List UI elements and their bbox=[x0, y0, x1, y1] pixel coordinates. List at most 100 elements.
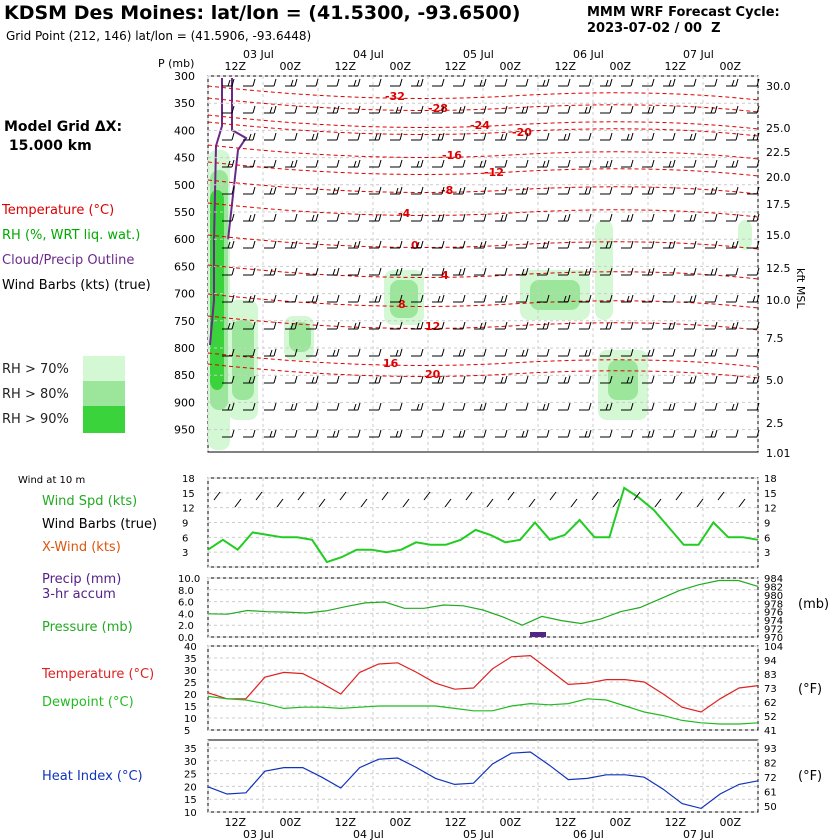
wind-barb bbox=[726, 267, 739, 276]
temperature-contour-label: -16 bbox=[442, 149, 462, 162]
wind-barb bbox=[327, 159, 340, 168]
wind-barb bbox=[411, 132, 424, 141]
surface-wind-barb bbox=[738, 498, 746, 508]
wind-barb bbox=[621, 240, 634, 249]
precip-tick-label: 6.0 bbox=[178, 598, 194, 609]
wind-barb bbox=[495, 429, 508, 438]
temperature-contour bbox=[207, 264, 759, 280]
wind-barb bbox=[474, 402, 487, 411]
wind-barb bbox=[558, 402, 571, 411]
wind-barb bbox=[747, 375, 760, 384]
wind-barb bbox=[327, 105, 340, 114]
heat-index-line bbox=[207, 751, 759, 810]
wind-barb bbox=[495, 186, 508, 195]
wind-barb bbox=[726, 132, 739, 141]
pressure-line bbox=[207, 579, 759, 626]
wind-barb bbox=[684, 78, 697, 87]
wind-barb bbox=[390, 348, 403, 357]
wind-barb bbox=[600, 267, 613, 276]
wind-barb bbox=[264, 240, 277, 249]
legend-windbarbs: Wind Barbs (true) bbox=[42, 517, 158, 532]
wind-barb bbox=[705, 429, 718, 438]
pressure-tick-label: 700 bbox=[174, 288, 195, 301]
wind-barb bbox=[243, 267, 256, 276]
wind-barb bbox=[684, 132, 697, 141]
wind-barb bbox=[663, 321, 676, 330]
wind-barb bbox=[537, 267, 550, 276]
wind-tick-label: 6 bbox=[182, 533, 188, 544]
top-time-label: 00Z bbox=[610, 60, 632, 73]
wind-barb bbox=[222, 348, 235, 357]
wind-barb bbox=[474, 321, 487, 330]
heat-tick-label: 25 bbox=[184, 770, 197, 781]
wind-barb bbox=[390, 132, 403, 141]
legend-windspd: Wind Spd (kts) bbox=[42, 494, 138, 509]
surface-wind-barb bbox=[381, 491, 389, 501]
top-date-label: 04 Jul bbox=[353, 48, 384, 61]
wind-barb bbox=[369, 132, 382, 141]
model-grid-line1: Model Grid ΔX: bbox=[4, 119, 123, 135]
wind-barb bbox=[411, 159, 424, 168]
wind-barb bbox=[663, 159, 676, 168]
wind-barb bbox=[369, 213, 382, 222]
wind-barb bbox=[663, 294, 676, 303]
wind-barb bbox=[684, 105, 697, 114]
wind-barb bbox=[684, 429, 697, 438]
wind-barb bbox=[264, 375, 277, 384]
precip-tick-label: 0.0 bbox=[178, 633, 194, 644]
wind-barb bbox=[390, 375, 403, 384]
temp-tick-label: 35 bbox=[184, 654, 197, 665]
temperature-contour bbox=[207, 114, 759, 130]
wind-barb bbox=[726, 78, 739, 87]
top-date-label: 05 Jul bbox=[463, 48, 494, 61]
height-tick-label: 15.0 bbox=[766, 229, 791, 242]
heat-f-tick-label: 82 bbox=[764, 759, 777, 770]
rh-region bbox=[595, 220, 613, 320]
wind-barb bbox=[558, 132, 571, 141]
wind-barb bbox=[558, 375, 571, 384]
precip-tick-label: 2.0 bbox=[178, 621, 194, 632]
wind-barb bbox=[747, 159, 760, 168]
wind-tick-label-right: 18 bbox=[764, 474, 777, 485]
wind-barb bbox=[726, 321, 739, 330]
wind-barb bbox=[726, 186, 739, 195]
wind-barb bbox=[453, 132, 466, 141]
surface-wind-barb bbox=[486, 498, 494, 508]
legend-cloud: Cloud/Precip Outline bbox=[2, 253, 135, 268]
surface-wind-barb bbox=[465, 491, 473, 501]
wind-barb bbox=[285, 294, 298, 303]
wind-barb bbox=[579, 375, 592, 384]
wind-barb bbox=[663, 132, 676, 141]
wind-barb bbox=[411, 402, 424, 411]
wind-barb bbox=[411, 294, 424, 303]
wind-barb bbox=[222, 213, 235, 222]
rh80-swatch bbox=[83, 381, 125, 406]
pressure-tick-label-right: 980 bbox=[764, 591, 783, 602]
wind-barb bbox=[369, 402, 382, 411]
wind-barb bbox=[348, 267, 361, 276]
top-date-label: 07 Jul bbox=[683, 48, 714, 61]
wind-barb bbox=[348, 78, 361, 87]
wind-barb bbox=[684, 159, 697, 168]
wind-barb bbox=[600, 105, 613, 114]
wind-barb bbox=[432, 267, 445, 276]
wind-barb bbox=[243, 375, 256, 384]
wind-barb bbox=[453, 402, 466, 411]
wind-barb bbox=[474, 375, 487, 384]
temperature-contour bbox=[207, 161, 759, 177]
height-tick-label: 25.0 bbox=[766, 122, 791, 135]
temperature-contour-label: 4 bbox=[441, 269, 449, 282]
legend-temp2: Temperature (°C) bbox=[42, 667, 155, 682]
surface-wind-barb bbox=[444, 498, 452, 508]
wind-barb bbox=[705, 159, 718, 168]
wind-barb bbox=[726, 429, 739, 438]
temp-tick-label: 25 bbox=[184, 678, 197, 689]
wind-barb bbox=[453, 429, 466, 438]
grid-point-subtitle: Grid Point (212, 146) lat/lon = (41.5906… bbox=[6, 29, 312, 43]
heat-tick-label: 15 bbox=[184, 795, 197, 806]
wind-barb bbox=[264, 78, 277, 87]
wind-barb bbox=[390, 294, 403, 303]
wind-barb bbox=[600, 375, 613, 384]
wind-barb bbox=[495, 159, 508, 168]
wind-barb bbox=[579, 213, 592, 222]
